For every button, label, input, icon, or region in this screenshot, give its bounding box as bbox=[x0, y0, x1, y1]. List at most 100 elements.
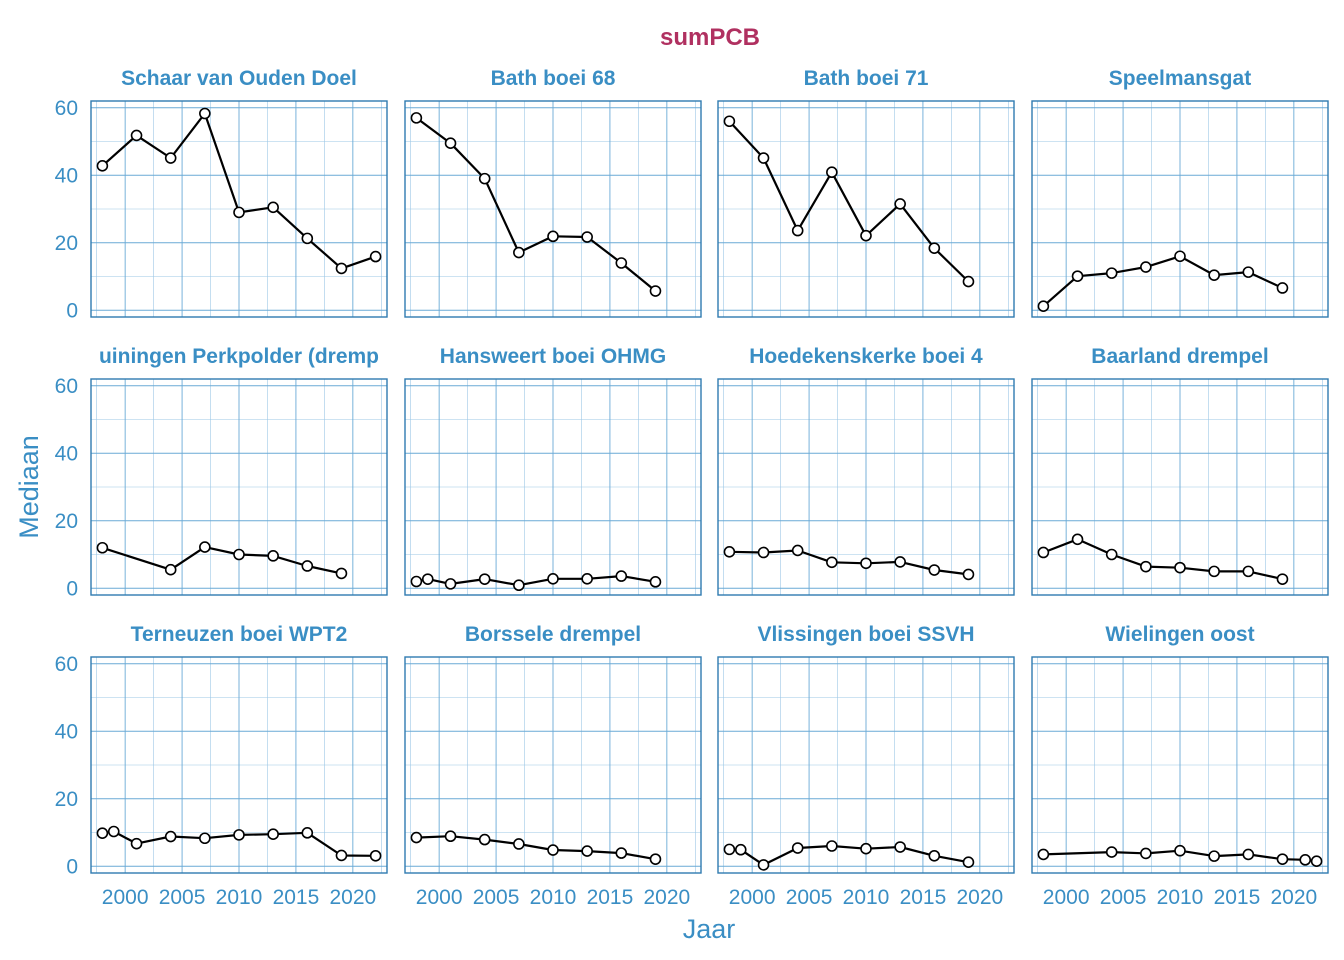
y-tick-label: 20 bbox=[55, 232, 78, 255]
panel-border bbox=[404, 378, 702, 596]
data-point bbox=[1174, 561, 1186, 574]
x-tick-label: 2005 bbox=[1100, 886, 1147, 909]
data-point bbox=[267, 201, 279, 214]
chart-title: sumPCB bbox=[660, 24, 760, 51]
panel: Terneuzen boei WPT2 0 20 40 60 2000 2005 2010 20… bbox=[55, 623, 388, 909]
data-point bbox=[513, 838, 525, 850]
y-tick-label: 20 bbox=[55, 510, 78, 533]
panel-grid-lines bbox=[718, 379, 1014, 595]
x-tick-label: 2020 bbox=[1270, 886, 1317, 909]
data-point bbox=[757, 546, 770, 559]
data-point bbox=[1037, 546, 1050, 559]
data-point bbox=[164, 563, 177, 576]
x-tick-label: 2015 bbox=[587, 886, 634, 909]
panel-grid-lines bbox=[91, 379, 387, 595]
data-point bbox=[581, 572, 593, 585]
data-point bbox=[1174, 250, 1186, 263]
data-point bbox=[826, 166, 838, 179]
data-point bbox=[791, 224, 804, 237]
panel-title: Hoedekenskerke boei 4 bbox=[749, 345, 983, 368]
data-point bbox=[928, 242, 941, 254]
data-point bbox=[199, 832, 211, 845]
panel-grid-lines bbox=[718, 657, 1014, 873]
data-point bbox=[547, 844, 559, 856]
panel-border bbox=[1031, 656, 1329, 874]
data-point bbox=[649, 576, 662, 588]
data-point bbox=[791, 544, 804, 557]
data-point bbox=[581, 231, 593, 243]
panel: Bath boei 68 bbox=[404, 67, 702, 318]
data-point bbox=[649, 285, 662, 297]
data-point bbox=[962, 856, 975, 869]
panel: Bath boei 71 bbox=[717, 67, 1015, 318]
x-tick-label: 2020 bbox=[643, 886, 690, 909]
panel: Baarland drempel bbox=[1031, 345, 1329, 596]
data-point bbox=[1242, 848, 1255, 861]
data-point bbox=[199, 107, 211, 120]
data-point bbox=[444, 578, 457, 590]
series-line bbox=[415, 117, 657, 292]
x-tick-label: 2005 bbox=[473, 886, 520, 909]
data-point bbox=[164, 152, 177, 164]
y-tick-label: 0 bbox=[66, 855, 78, 878]
data-point bbox=[335, 262, 348, 275]
data-point bbox=[335, 567, 348, 580]
data-point bbox=[199, 541, 211, 553]
data-point bbox=[723, 843, 736, 856]
y-tick-label: 40 bbox=[55, 164, 78, 187]
data-point bbox=[301, 232, 314, 245]
data-point bbox=[928, 849, 941, 862]
data-point bbox=[734, 843, 747, 856]
data-point bbox=[1208, 565, 1220, 578]
data-point bbox=[1071, 270, 1084, 282]
data-point bbox=[410, 575, 423, 588]
data-point bbox=[860, 229, 872, 242]
data-point bbox=[164, 830, 177, 843]
data-point bbox=[928, 564, 941, 576]
panel-border bbox=[1031, 378, 1329, 596]
y-tick-label: 0 bbox=[66, 299, 78, 322]
data-point bbox=[369, 250, 382, 263]
panel-grid-lines bbox=[1032, 657, 1328, 873]
panel: uiningen Perkpolder (dremp 0 20 40 60 bbox=[55, 345, 388, 600]
panel: Hansweert boei OHMG bbox=[404, 345, 702, 596]
x-tick-label: 2010 bbox=[216, 886, 263, 909]
data-point bbox=[421, 573, 434, 585]
data-point bbox=[1276, 853, 1289, 865]
panel-border bbox=[90, 100, 388, 318]
y-tick-label: 60 bbox=[55, 653, 78, 676]
x-tick-label: 2020 bbox=[956, 886, 1003, 909]
x-axis-label: Jaar bbox=[683, 914, 736, 944]
data-point bbox=[1299, 854, 1312, 866]
data-point bbox=[723, 115, 736, 128]
panel-title: uiningen Perkpolder (dremp bbox=[99, 345, 379, 368]
y-axis-label: Mediaan bbox=[14, 435, 44, 539]
panel: Schaar van Ouden Doel 0 20 40 60 bbox=[55, 67, 388, 322]
panel-border bbox=[90, 378, 388, 596]
data-point bbox=[478, 172, 491, 185]
data-point bbox=[860, 842, 872, 855]
data-point bbox=[1105, 267, 1118, 279]
series-line bbox=[102, 830, 376, 857]
data-point bbox=[96, 827, 109, 839]
data-point bbox=[1208, 850, 1220, 862]
panel-grid: Schaar van Ouden Doel 0 20 40 60 Bath boei 68… bbox=[55, 67, 1329, 909]
panel-title: Borssele drempel bbox=[465, 623, 641, 646]
data-point bbox=[130, 129, 143, 142]
panel-grid-lines bbox=[405, 101, 701, 317]
panel-border bbox=[90, 656, 388, 874]
data-point bbox=[1105, 846, 1118, 858]
x-tick-label: 2000 bbox=[729, 886, 776, 909]
panel-title: Schaar van Ouden Doel bbox=[121, 67, 357, 90]
data-point bbox=[791, 842, 804, 854]
data-point bbox=[860, 557, 872, 570]
data-point bbox=[1140, 560, 1152, 573]
data-point bbox=[369, 849, 382, 862]
data-point bbox=[894, 198, 906, 210]
data-point bbox=[1242, 266, 1255, 278]
x-tick-label: 2000 bbox=[416, 886, 463, 909]
data-point bbox=[513, 579, 525, 592]
data-point bbox=[478, 573, 491, 585]
y-tick-label: 40 bbox=[55, 720, 78, 743]
data-point bbox=[267, 828, 279, 840]
